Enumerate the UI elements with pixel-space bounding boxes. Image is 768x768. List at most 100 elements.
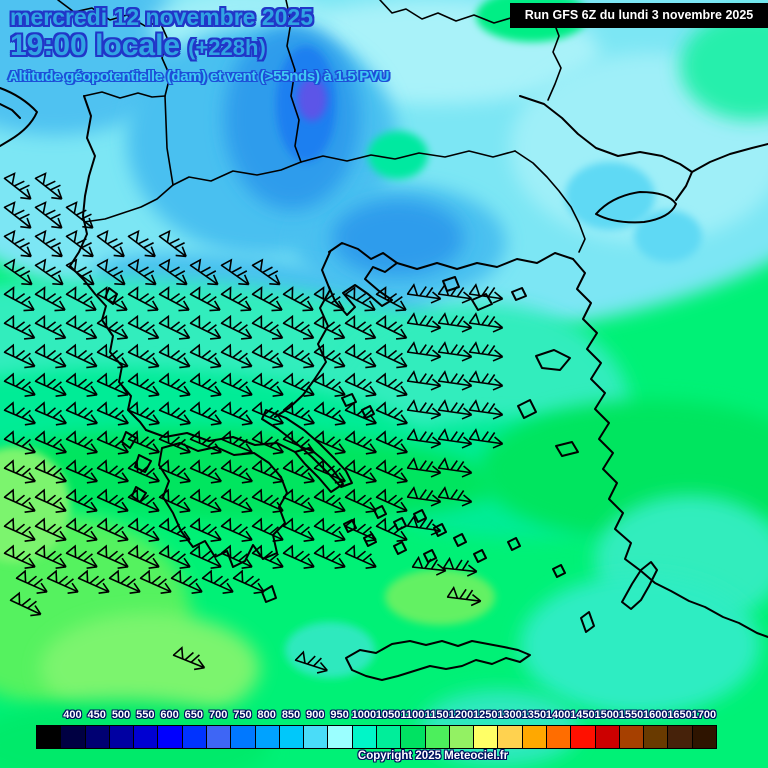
wind-barb (282, 544, 315, 569)
wind-barb (437, 283, 473, 304)
wind-barb (468, 283, 504, 304)
wind-barb (127, 286, 159, 312)
wind-barb (127, 229, 156, 258)
wind-barb (313, 544, 346, 569)
wind-barb (411, 555, 447, 576)
wind-barb (65, 372, 98, 397)
run-info-box: Run GFS 6Z du lundi 3 novembre 2025 (510, 3, 768, 28)
wind-barb (127, 258, 157, 286)
wind-barb (220, 343, 253, 369)
border-path (57, 0, 161, 27)
wind-barb (313, 286, 345, 312)
wind-barb (220, 286, 252, 312)
wind-barb (220, 314, 253, 340)
wind-barb (468, 312, 504, 333)
wind-barb (96, 544, 129, 569)
wind-barb (232, 569, 265, 594)
wind-barb (375, 314, 408, 340)
wind-barb (375, 459, 408, 484)
wind-barb (282, 459, 315, 484)
wind-barb (251, 258, 281, 286)
wind-barb (220, 430, 253, 455)
wind-barb (251, 343, 284, 369)
wind-barb (375, 488, 408, 513)
wind-barb (34, 201, 63, 229)
wind-barb (9, 591, 42, 617)
wind-barb (251, 372, 284, 397)
wind-barb (77, 569, 110, 594)
wind-barb (96, 258, 126, 286)
wind-barb (3, 430, 36, 455)
wind-barb (344, 401, 377, 426)
wind-barb (282, 488, 315, 513)
wind-barb (127, 314, 160, 340)
wind-barb (127, 401, 160, 426)
wind-barb (406, 370, 442, 391)
wind-barb (446, 585, 482, 607)
wind-barb (3, 372, 36, 397)
wind-barb (294, 650, 328, 674)
wind-barb (34, 430, 67, 455)
wind-barb (437, 370, 473, 391)
coast-path (621, 561, 658, 610)
wind-barb (158, 286, 190, 312)
wind-barb (220, 544, 253, 569)
wind-barb (189, 430, 222, 455)
wind-barb (220, 401, 253, 426)
wind-barb (189, 372, 222, 397)
wind-barb (65, 544, 98, 569)
wind-barb (158, 488, 191, 513)
wind-barb (139, 569, 172, 594)
wind-barb (406, 283, 442, 304)
wind-barb (282, 517, 315, 542)
wind-barb (34, 517, 67, 542)
wind-barb (282, 372, 315, 397)
wind-barb (375, 401, 408, 426)
wind-barb (3, 544, 36, 569)
coast-path (261, 409, 353, 488)
wind-barb (127, 488, 160, 513)
wind-barb (65, 488, 98, 513)
wind-barb (282, 430, 315, 455)
wind-barb (406, 486, 442, 507)
wind-barb (189, 343, 222, 369)
border-path (159, 21, 171, 97)
wind-barb (158, 372, 191, 397)
wind-barb (251, 459, 284, 484)
wind-barb (313, 314, 346, 340)
wind-barb (65, 258, 95, 286)
wind-barb (251, 314, 284, 340)
wind-barb (344, 314, 377, 340)
field-blob (565, 162, 655, 230)
wind-barb (34, 544, 67, 569)
wind-barb (34, 488, 67, 513)
wind-barb (344, 459, 377, 484)
coast-path (0, 103, 21, 119)
wind-barb (65, 430, 98, 455)
wind-barb (344, 544, 377, 569)
wind-barb (96, 314, 129, 340)
wind-barb (108, 569, 141, 594)
wind-barb (220, 258, 250, 286)
wind-barb (3, 314, 36, 340)
field-blob (385, 569, 495, 625)
wind-barb (220, 517, 253, 542)
wind-barb (220, 488, 253, 513)
wind-barb (34, 343, 67, 369)
wind-barb (189, 517, 222, 542)
wind-barb (96, 229, 125, 258)
wind-barb (282, 343, 315, 369)
wind-barb (189, 401, 222, 426)
wind-barb (127, 544, 160, 569)
wind-barb (313, 343, 346, 369)
coast-path (511, 287, 527, 301)
wind-barb (189, 488, 222, 513)
wind-barb (3, 517, 36, 542)
wind-barb (96, 372, 129, 397)
wind-barb (158, 343, 191, 369)
wind-barb (406, 428, 442, 449)
wind-barb (220, 459, 253, 484)
wind-barb (65, 343, 98, 369)
border-path (83, 91, 166, 99)
